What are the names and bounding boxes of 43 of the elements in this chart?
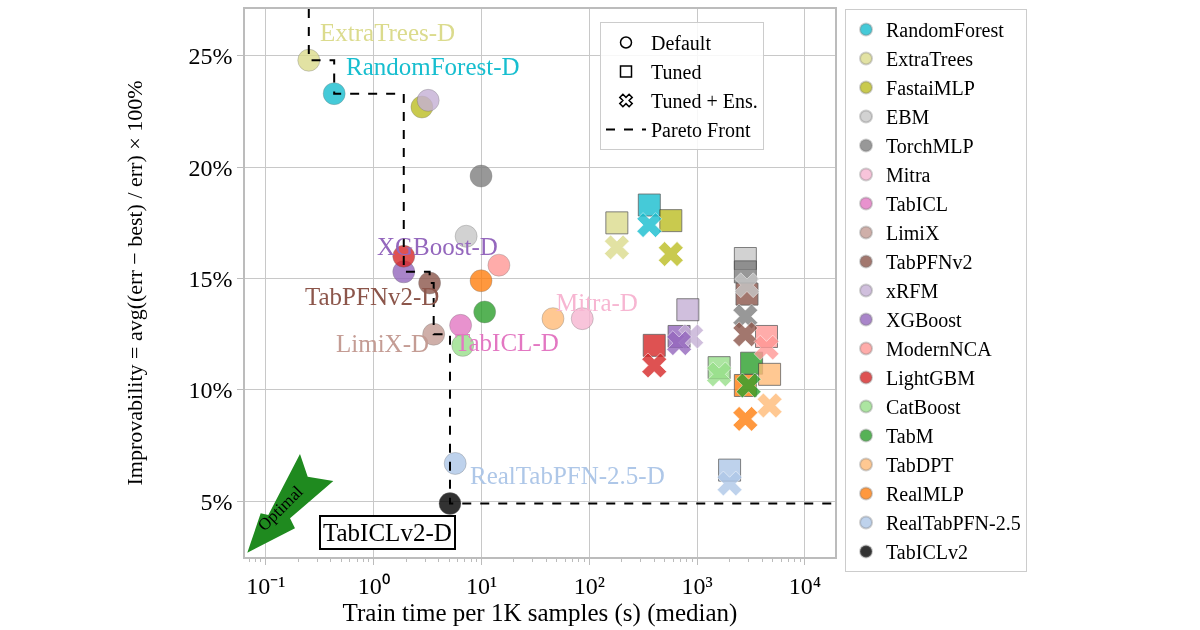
legend-label: xRFM [886, 280, 939, 303]
legend-label: XGBoost [886, 309, 963, 332]
x-tick-label: 10² [573, 572, 605, 599]
legend-label: Default [651, 32, 712, 55]
y-tick-label: 25% [188, 43, 233, 70]
y-tick-label: 5% [200, 488, 233, 515]
legend-label: TabICLv2 [886, 541, 968, 564]
legend-label: TabICL [886, 193, 948, 216]
data-label: ExtraTrees-D [320, 19, 456, 46]
x-tick-label: 10³ [681, 572, 713, 599]
legend-label: FastaiMLP [886, 77, 975, 100]
data-label: RandomForest-D [346, 53, 520, 80]
legend-label: TabDPT [886, 454, 954, 477]
y-tick-label: 20% [188, 154, 233, 181]
legend-label: EBM [886, 106, 930, 129]
legend-label: TorchMLP [886, 135, 974, 158]
y-tick-label: 10% [188, 377, 233, 404]
data-label: TabPFNv2-D [305, 283, 440, 310]
legend-label: ModernNCA [886, 338, 993, 361]
data-label: Mitra-D [556, 289, 638, 316]
legend-label: Mitra [886, 164, 931, 187]
data-label: RealTabPFN-2.5-D [470, 462, 665, 489]
legend-label: TabPFNv2 [886, 251, 973, 274]
legend-label: ExtraTrees [886, 48, 974, 71]
legend-label: Tuned + Ens. [651, 90, 758, 113]
legend-label: RandomForest [886, 19, 1005, 42]
data-label: LimiX-D [336, 330, 430, 357]
y-tick-label: 15% [188, 265, 233, 292]
x-tick-label: 10⁰ [357, 572, 390, 599]
legend-label: RealTabPFN-2.5 [886, 512, 1021, 535]
data-label: TabICLv2-D [323, 519, 452, 546]
legend-label: TabM [886, 425, 934, 448]
x-axis-title: Train time per 1K samples (s) (median) [342, 598, 738, 627]
legend-label: Pareto Front [651, 119, 751, 142]
x-tick-label: 10¹ [465, 572, 498, 599]
legend-label: RealMLP [886, 483, 964, 506]
legend-label: LightGBM [886, 367, 976, 391]
x-tick-label: 10⁻¹ [246, 572, 286, 599]
y-axis-title: Improvability = avg((err − best) / err) × 100% [121, 80, 147, 486]
legend-label: CatBoost [886, 396, 961, 419]
x-tick-label: 10⁴ [788, 572, 822, 599]
legend-label: LimiX [886, 222, 940, 245]
legend-label: Tuned [651, 61, 702, 84]
